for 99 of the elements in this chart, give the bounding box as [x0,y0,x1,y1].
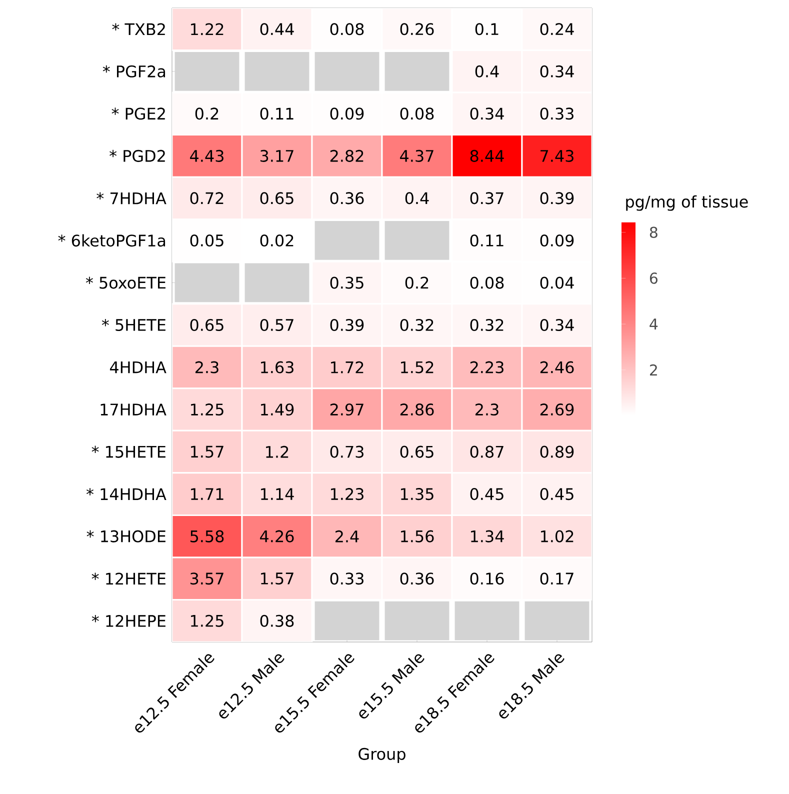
data-label: 4.37 [400,150,434,162]
data-label: 0.45 [540,488,574,500]
data-label: 1.34 [471,530,504,542]
y-tick-label: * 7HDHA [96,192,166,204]
data-label: 1.25 [191,614,224,627]
x-axis-title: Group [358,748,406,764]
data-label: 0.09 [540,234,574,246]
data-label: 5.58 [190,530,224,542]
data-label: 0.65 [260,192,294,204]
color-bar-label: 2 [650,364,657,376]
data-label: 0.65 [400,446,434,458]
data-label: 2.97 [330,404,364,416]
data-label: 1.71 [191,488,224,500]
data-label: 0.73 [330,446,364,458]
y-tick-label: * PGD2 [110,150,165,162]
data-label: 0.32 [470,318,504,332]
color-bar-label: 4 [650,318,658,330]
data-label: 2.23 [470,361,504,374]
data-label: 1.25 [191,404,224,416]
data-label: 3.57 [190,572,224,585]
data-label: 0.38 [260,614,294,627]
data-label: 0.57 [260,318,294,332]
data-label: 0.05 [190,234,224,246]
data-label: 0.33 [540,108,574,120]
data-label: 1.49 [261,404,294,416]
data-label: 0.2 [195,108,218,120]
y-tick-label: * 5oxoETE [86,276,166,289]
y-tick-label: * 13HODE [86,530,166,542]
data-label: 4.26 [260,530,294,542]
data-label: 0.33 [330,572,364,585]
data-label: 4.43 [190,150,224,162]
data-label: 0.17 [540,572,574,585]
color-bar-title: pg/mg of tissue [626,195,748,211]
data-label: 1.14 [261,488,294,500]
data-label: 1.56 [401,530,434,542]
y-tick-label: * 6ketoPGF1a [58,234,166,247]
data-label: 0.11 [260,108,294,120]
data-label: 7.43 [540,150,574,162]
data-label: 0.65 [190,318,224,332]
y-tick-label: * 5HETE [102,318,166,332]
data-label: 1.57 [191,446,224,458]
data-label: 0.89 [540,446,574,458]
data-label: 1.22 [191,23,224,36]
data-label: 8.44 [470,150,504,162]
data-label: 0.24 [540,23,574,36]
data-label: 0.04 [540,276,574,289]
data-label: 0.32 [400,318,434,332]
y-tick-label: * PGF2a [102,65,166,78]
data-label: 1.35 [401,488,434,500]
data-label: 0.08 [470,276,504,289]
data-label: 0.39 [330,318,364,332]
data-label: 0.2 [405,276,428,289]
data-label: 2.3 [476,404,498,416]
data-label: 0.1 [475,23,498,36]
data-label: 2.46 [540,361,574,374]
data-label: 0.72 [190,192,224,204]
y-tick-label: * 12HETE [92,572,166,585]
data-label: 0.37 [470,192,504,204]
data-label: 0.36 [330,192,364,204]
data-label: 1.72 [331,361,364,374]
data-label: 1.02 [541,530,574,542]
y-tick-label: * 15HETE [92,446,166,458]
data-label: 2.82 [330,150,364,162]
data-label: 1.57 [261,572,294,585]
color-bar-label: 8 [650,226,658,238]
data-label: 2.86 [400,404,434,416]
data-label: 2.4 [335,530,359,542]
data-label: 0.34 [540,65,574,78]
y-tick-label: 17HDHA [100,404,166,416]
data-label: 0.4 [475,65,499,78]
y-tick-label: * TXB2 [112,23,165,36]
data-label: 0.87 [470,446,504,458]
data-label: 0.44 [260,23,294,36]
y-tick-label: * PGE2 [112,108,165,120]
data-label: 1.52 [401,361,434,374]
data-label: 0.16 [470,572,504,585]
data-label: 0.34 [540,318,574,332]
y-tick-label: * 14HDHA [86,488,166,500]
data-label: 0.35 [330,276,364,289]
color-bar-label: 6 [650,272,658,284]
y-tick-label: * 12HEPE [92,614,166,627]
data-label: 0.08 [400,108,434,120]
data-label: 0.11 [470,234,504,246]
data-label: 0.45 [470,488,504,500]
data-label: 0.34 [470,108,504,120]
data-label: 1.63 [261,361,294,374]
data-label: 0.26 [400,23,434,36]
data-label: 0.36 [400,572,434,585]
data-label: 0.39 [540,192,574,204]
data-label: 0.09 [330,108,364,120]
data-label: 3.17 [260,150,294,162]
data-label: 2.3 [195,361,218,374]
data-label: 0.08 [330,23,364,36]
y-tick-label: 4HDHA [110,361,166,374]
data-label: 1.2 [266,446,288,458]
data-label: 2.69 [540,404,574,416]
data-label: 1.23 [331,488,364,500]
data-label: 0.4 [405,192,429,204]
data-label: 0.02 [260,234,294,246]
